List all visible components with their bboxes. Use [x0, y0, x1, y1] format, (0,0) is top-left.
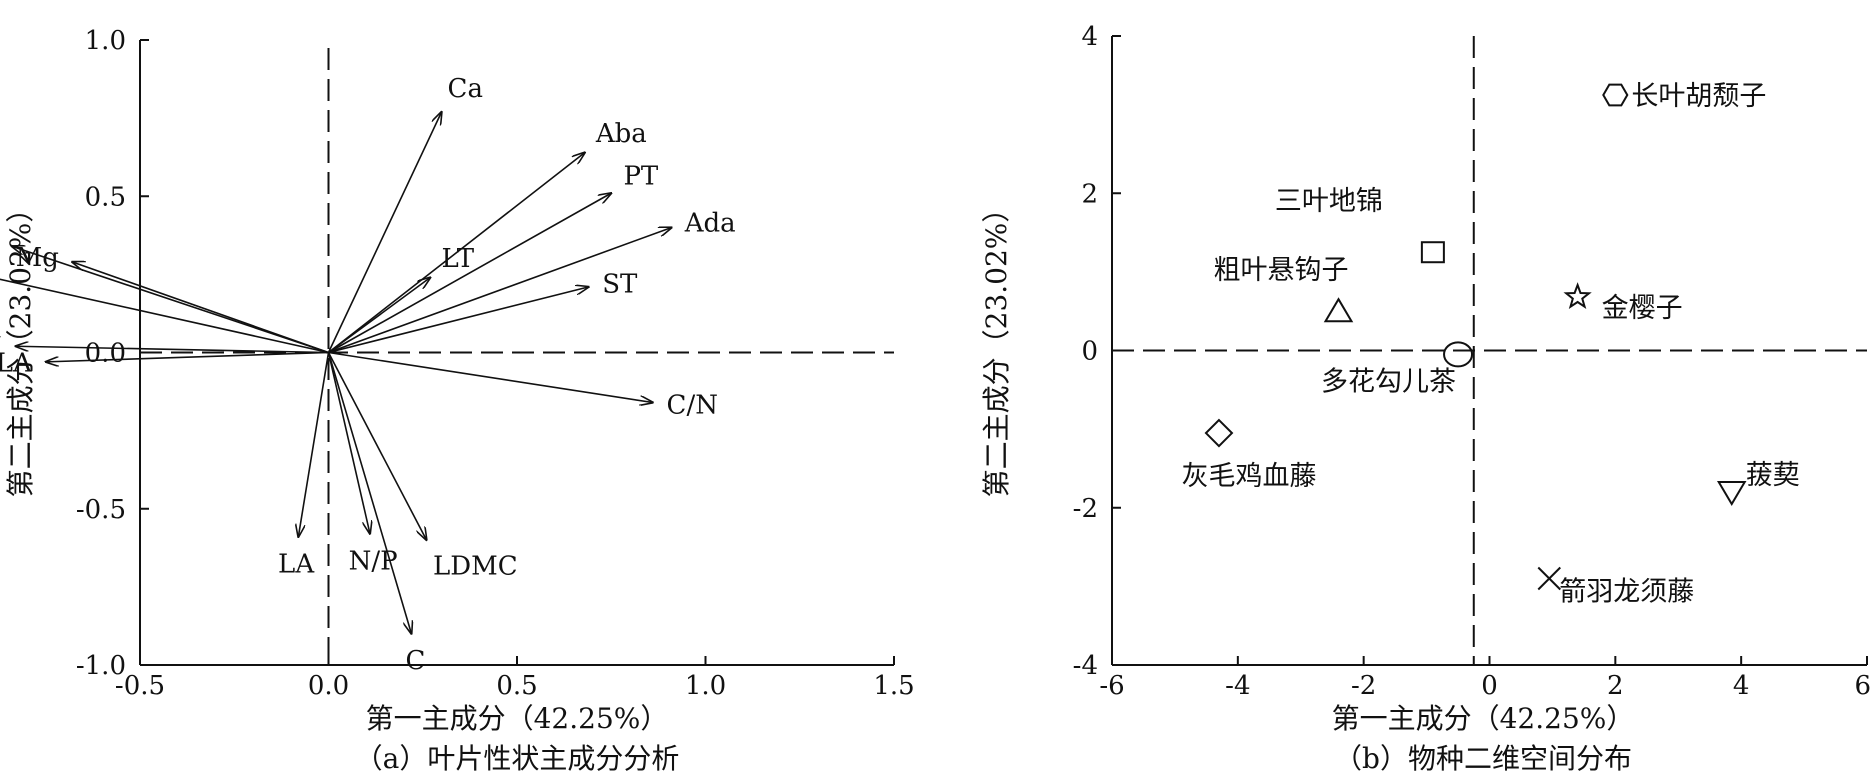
x-tick-label: 2 [1607, 671, 1624, 701]
loading-vector [328, 287, 589, 354]
x-tick-label: -4 [1225, 671, 1250, 701]
triangle-up-marker [1323, 297, 1354, 323]
y-tick-label: -1.0 [76, 651, 126, 681]
x-tick-label: 0.0 [308, 671, 349, 701]
x-tick-label: 1.5 [873, 671, 914, 701]
x-tick-label: 6 [1854, 671, 1870, 701]
diamond-marker [1204, 418, 1234, 448]
vector-label: LDMC [433, 551, 518, 581]
vector-label: LA [278, 550, 315, 580]
species-label: 三叶地锦 [1275, 186, 1383, 217]
panel-caption: （a）叶片性状主成分分析 [355, 742, 680, 775]
vector-label: N [0, 332, 2, 362]
x-tick-label: 0.5 [496, 671, 537, 701]
y-tick-label: 0.0 [85, 339, 126, 369]
vector-label: Mg [16, 243, 59, 273]
loading-vector [327, 352, 370, 534]
y-tick-label: 0 [1081, 337, 1098, 367]
x-tick-label: 1.0 [685, 671, 726, 701]
hexagon-marker [1602, 83, 1629, 107]
loading-vector [72, 262, 329, 354]
vector-label: Aba [595, 119, 647, 149]
vector-label: ST [602, 269, 638, 299]
loading-vector [328, 278, 431, 354]
species-point: 箭羽龙须藤 [1537, 566, 1694, 608]
y-axis-label: 第二主成分（23.02%） [980, 195, 1013, 498]
species-point: 灰毛鸡血藤 [1181, 418, 1316, 492]
species-point: 金樱子 [1563, 282, 1683, 324]
y-axis-label: 第二主成分（23.02%） [4, 195, 37, 498]
y-tick-label: 4 [1081, 22, 1098, 52]
star-marker [1563, 282, 1592, 310]
loading-vector [16, 346, 329, 354]
species-point: 粗叶悬钩子 [1214, 255, 1354, 323]
vector-label: SLA [0, 348, 33, 378]
y-tick-label: 2 [1081, 179, 1098, 209]
x-marker [1537, 566, 1561, 591]
x-tick-label: 4 [1733, 671, 1750, 701]
species-label: 灰毛鸡血藤 [1181, 461, 1316, 492]
loading-vector [0, 278, 329, 354]
loading-vector [327, 112, 442, 353]
circle-marker [1443, 341, 1474, 368]
species-point: 菝葜 [1716, 460, 1800, 506]
y-tick-label: -0.5 [76, 495, 126, 525]
x-axis-label: 第一主成分（42.25%） [1332, 702, 1635, 735]
loading-vector [12, 246, 329, 354]
y-tick-label: -4 [1073, 651, 1098, 681]
species-label: 多花勾儿茶 [1321, 366, 1456, 397]
vector-label: Ada [684, 209, 736, 239]
species-label: 菝葜 [1746, 460, 1800, 491]
y-tick-label: -2 [1073, 494, 1098, 524]
y-tick-label: 1.0 [85, 26, 126, 56]
x-tick-label: -0.5 [115, 671, 165, 701]
species-label: 长叶胡颓子 [1631, 81, 1766, 112]
panel-caption: （b）物种二维空间分布 [1334, 742, 1632, 775]
x-tick-label: -6 [1099, 671, 1124, 701]
loading-vector [327, 352, 427, 541]
species-label: 箭羽龙须藤 [1559, 577, 1694, 608]
loading-vector [328, 153, 585, 354]
loading-vector [328, 228, 672, 354]
x-axis-label: 第一主成分（42.25%） [366, 702, 669, 735]
square-marker [1420, 241, 1445, 264]
loading-vector [328, 193, 612, 354]
loading-vector [328, 351, 653, 403]
x-tick-label: 0 [1481, 671, 1498, 701]
y-tick-label: 0.5 [85, 182, 126, 212]
loading-vector [298, 352, 330, 537]
species-label: 金樱子 [1602, 293, 1683, 324]
vector-label: PT [623, 161, 658, 191]
vector-label: C [405, 646, 425, 676]
loading-vector [46, 351, 329, 362]
vector-label: C/N [667, 391, 718, 421]
pca-biplot-panel: -0.5 0.0 0.5 1.0 1.5-1.0-0.50.00.51.0 CaAbaP… [0, 26, 915, 775]
loading-vector [327, 352, 412, 634]
species-point: 三叶地锦 [1275, 186, 1445, 264]
vector-label: LT [442, 244, 475, 274]
species-point: 多花勾儿茶 [1321, 341, 1474, 397]
triangle-down-marker [1716, 481, 1747, 506]
vector-label: Ca [448, 74, 483, 104]
species-label: 粗叶悬钩子 [1214, 255, 1349, 286]
x-tick-label: -2 [1351, 671, 1376, 701]
species-point: 长叶胡颓子 [1602, 81, 1766, 112]
